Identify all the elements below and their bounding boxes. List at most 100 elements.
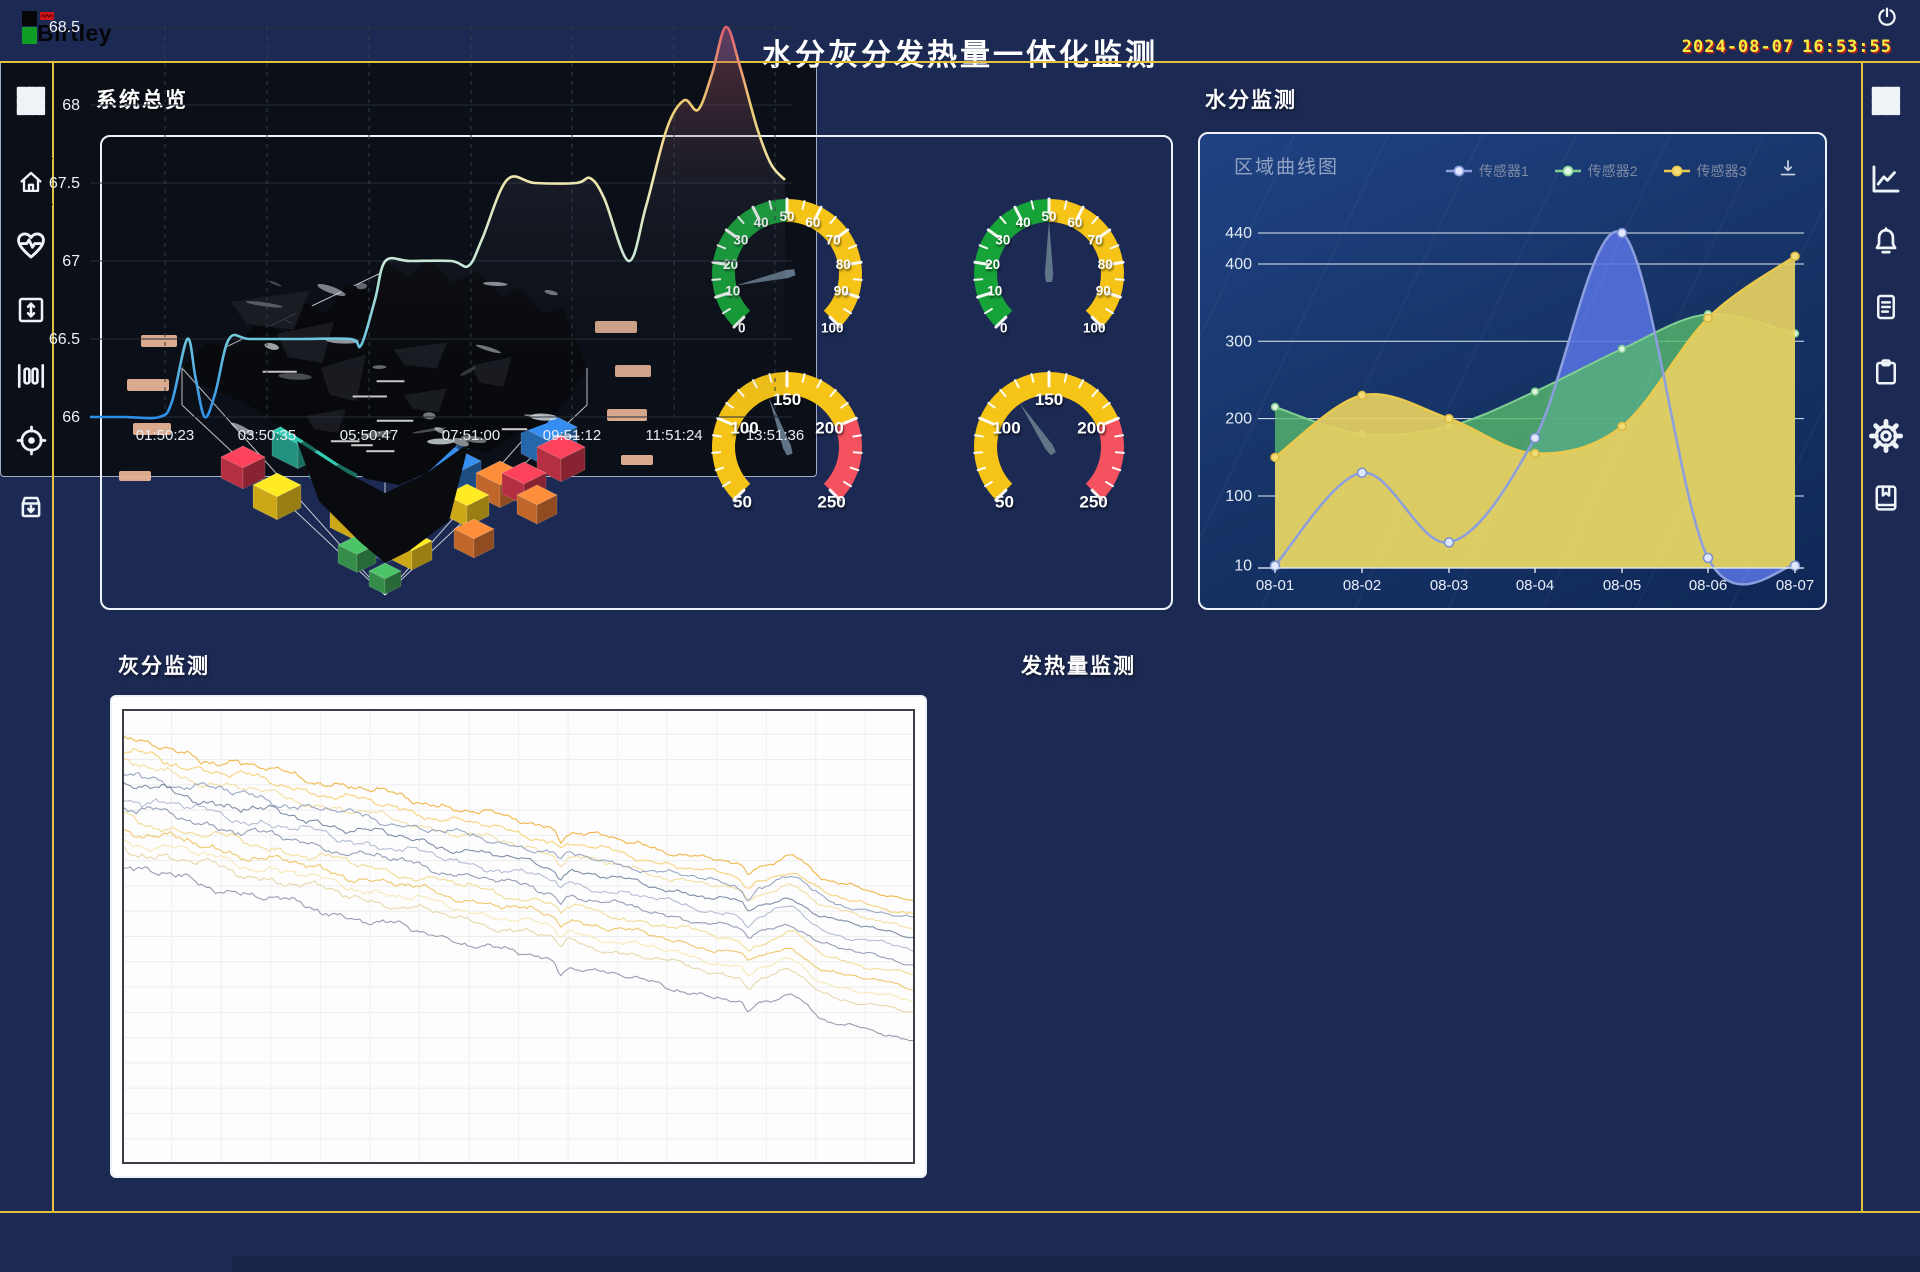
brand-logo: Birtley — [20, 8, 170, 56]
moisture-legend: 传感器1 传感器2 传感器3 — [1446, 160, 1746, 182]
svg-text:20: 20 — [985, 257, 1000, 272]
sidebar-item-apps[interactable] — [16, 86, 46, 116]
time-text: 16:53:55 — [1802, 37, 1892, 57]
legend-marker — [1554, 165, 1581, 177]
clipboard-icon — [1876, 359, 1896, 385]
svg-text:200: 200 — [1077, 418, 1105, 437]
svg-text:07:51:00: 07:51:00 — [442, 427, 500, 444]
svg-text:11:51:24: 11:51:24 — [645, 427, 702, 444]
svg-text:50: 50 — [733, 493, 752, 512]
svg-text:300: 300 — [1225, 333, 1252, 350]
sidebar-item-archive[interactable] — [16, 492, 46, 522]
bars-icon — [17, 364, 45, 388]
svg-text:10: 10 — [987, 284, 1002, 299]
footer-strip — [232, 1256, 1920, 1272]
legend-label: 传感器3 — [1696, 163, 1747, 179]
line-chart-icon — [1872, 165, 1900, 193]
sidebar-item-manual[interactable] — [1871, 483, 1901, 513]
date-text: 2024-08-07 — [1681, 37, 1795, 57]
sidebar-item-channels[interactable] — [15, 360, 47, 392]
svg-text:30: 30 — [995, 232, 1010, 247]
grid-icon — [1871, 86, 1901, 116]
nav-active-indicator — [4, 158, 58, 205]
svg-text:67.5: 67.5 — [49, 175, 80, 192]
footer-divider — [0, 1211, 1920, 1213]
heart-pulse-icon — [17, 232, 45, 259]
moisture-panel: 区域曲线图 传感器1 传感器2 传感器3 440 400 300 200 100 10 08-0… — [1198, 132, 1827, 610]
page-title: 水分灰分发热量一体化监测 — [762, 39, 1158, 73]
overview-title: 系统总览 — [96, 89, 188, 112]
svg-text:68.5: 68.5 — [49, 19, 80, 36]
svg-text:250: 250 — [817, 493, 845, 512]
sidebar-item-home[interactable] — [17, 168, 45, 196]
download-icon[interactable] — [1778, 158, 1798, 178]
svg-text:80: 80 — [836, 257, 851, 272]
sidebar-item-alarms[interactable] — [1870, 226, 1902, 258]
svg-text:100: 100 — [1225, 488, 1252, 505]
moisture-chart-header: 区域曲线图 — [1234, 157, 1340, 178]
bell-icon — [1875, 227, 1897, 254]
legend-marker — [1663, 165, 1690, 177]
right-sidebar-divider — [1861, 62, 1863, 1212]
ash-chart — [122, 709, 915, 1164]
svg-text:09:51:12: 09:51:12 — [543, 427, 601, 444]
legend-item-1[interactable]: 传感器1 — [1446, 160, 1529, 182]
svg-text:66: 66 — [62, 409, 80, 426]
svg-text:03:50:35: 03:50:35 — [238, 427, 296, 444]
legend-item-2[interactable]: 传感器2 — [1554, 160, 1638, 182]
svg-text:150: 150 — [1035, 390, 1063, 409]
grid-icon — [16, 86, 46, 116]
svg-text:66.5: 66.5 — [49, 331, 80, 348]
home-icon — [20, 171, 42, 193]
svg-text:60: 60 — [805, 215, 820, 230]
calorific-panel: 68.5 68 67.5 67 66.5 66 01:50:23 03:50:35 05:50:… — [0, 0, 817, 477]
svg-text:50: 50 — [1041, 209, 1056, 224]
svg-text:100: 100 — [821, 320, 844, 335]
svg-text:01:50:23: 01:50:23 — [136, 427, 194, 444]
svg-text:200: 200 — [815, 418, 843, 437]
svg-text:05:50:47: 05:50:47 — [340, 427, 398, 444]
sidebar-item-trend[interactable] — [1869, 162, 1903, 196]
sidebar-item-target[interactable] — [15, 424, 48, 457]
svg-text:80: 80 — [1098, 257, 1113, 272]
ash-title: 灰分监测 — [118, 655, 210, 678]
legend-item-3[interactable]: 传感器3 — [1663, 160, 1747, 182]
svg-text:90: 90 — [834, 284, 849, 299]
svg-text:08-05: 08-05 — [1603, 577, 1641, 594]
svg-text:70: 70 — [1088, 232, 1103, 247]
logo-text: Birtley — [37, 20, 113, 46]
sidebar-item-health-monitor[interactable] — [14, 228, 48, 262]
target-icon — [16, 425, 46, 456]
sidebar-item-level-range[interactable] — [16, 295, 46, 325]
datetime-display: 2024-08-07 16:53:55 — [1674, 37, 1892, 57]
power-icon[interactable] — [1876, 6, 1898, 28]
svg-text:60: 60 — [1067, 215, 1082, 230]
svg-text:440: 440 — [1225, 225, 1252, 242]
svg-text:100: 100 — [992, 418, 1020, 437]
svg-text:400: 400 — [1225, 256, 1252, 273]
svg-text:0: 0 — [1000, 320, 1008, 335]
svg-text:08-01: 08-01 — [1256, 577, 1294, 594]
svg-text:40: 40 — [1016, 215, 1031, 230]
left-sidebar-divider — [52, 62, 54, 1212]
svg-text:08-07: 08-07 — [1776, 577, 1814, 594]
header-divider — [0, 61, 1920, 63]
document-icon — [1877, 294, 1895, 320]
sidebar-item-logs[interactable] — [1871, 292, 1901, 322]
logo-black-square — [22, 11, 37, 26]
svg-text:50: 50 — [995, 493, 1014, 512]
svg-text:200: 200 — [1225, 411, 1252, 428]
gear-icon — [1868, 418, 1903, 453]
svg-text:08-03: 08-03 — [1430, 577, 1468, 594]
vertical-arrows-icon — [18, 297, 44, 323]
legend-marker — [1446, 165, 1472, 177]
sidebar-item-tasks[interactable] — [1871, 357, 1901, 387]
svg-text:10: 10 — [1234, 558, 1252, 575]
archive-icon — [21, 496, 41, 518]
svg-text:08-06: 08-06 — [1689, 577, 1727, 594]
svg-text:67: 67 — [62, 253, 80, 270]
sidebar-item-settings[interactable] — [1868, 418, 1903, 453]
svg-text:100: 100 — [730, 418, 758, 437]
sidebar-item-apps[interactable] — [1871, 86, 1901, 116]
